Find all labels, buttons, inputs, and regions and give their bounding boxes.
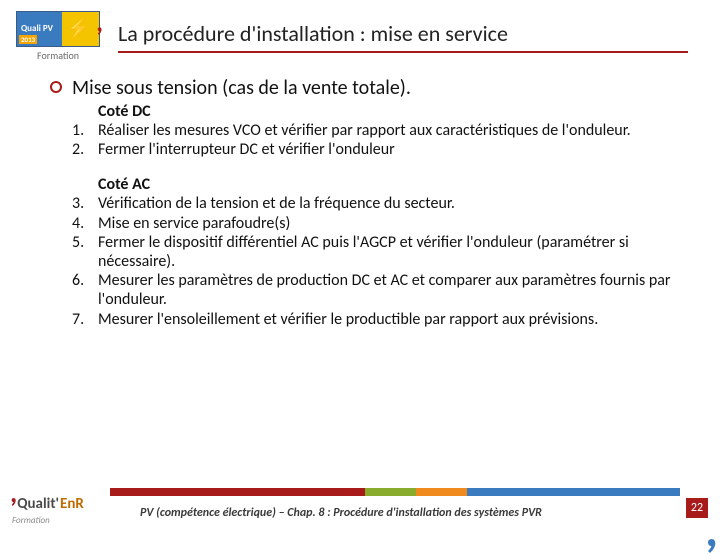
- slide-header: Quali PV 2013 ⚡ , Formation La procédure…: [0, 0, 720, 66]
- item-text: Mesurer l'ensoleillement et vérifier le …: [98, 310, 696, 329]
- logo-qualipv: Quali PV 2013 ⚡ , Formation: [8, 6, 108, 66]
- ac-heading: Coté AC: [98, 175, 696, 194]
- list-item: 5. Fermer le dispositif différentiel AC …: [72, 233, 696, 271]
- title-block: La procédure d'installation : mise en se…: [108, 20, 720, 53]
- comma-icon: ,: [96, 6, 103, 38]
- item-number: 5.: [72, 233, 98, 252]
- item-text: Mesurer les paramètres de production DC …: [98, 271, 696, 309]
- band-blue: [467, 488, 680, 496]
- item-number: 4.: [72, 214, 98, 233]
- list-item: 4. Mise en service parafoudre(s): [72, 214, 696, 233]
- item-text: Réaliser les mesures VCO et vérifier par…: [98, 121, 696, 140]
- ac-list: 3. Vérification de la tension et de la f…: [72, 194, 696, 328]
- bolt-icon: ⚡: [66, 16, 91, 41]
- color-band: [110, 488, 680, 496]
- list-item: 6. Mesurer les paramètres de production …: [72, 271, 696, 309]
- footer-caption: PV (compétence électrique) – Chap. 8 : P…: [140, 506, 542, 520]
- item-text: Vérification de la tension et de la fréq…: [98, 194, 696, 213]
- logo-badge: Quali PV 2013 ⚡ ,: [16, 11, 100, 47]
- logo-year: 2013: [19, 35, 37, 44]
- title-underline: [118, 51, 688, 53]
- item-number: 7.: [72, 310, 98, 329]
- logo-subtitle: Formation: [37, 49, 79, 62]
- item-number: 3.: [72, 194, 98, 213]
- item-text: Mise en service parafoudre(s): [98, 214, 696, 233]
- main-bullet-row: Mise sous tension (cas de la vente total…: [50, 76, 696, 100]
- footer-logo: , Qualit' EnR Formation: [12, 495, 84, 526]
- logo-text: Quali PV: [21, 23, 53, 34]
- circle-bullet-icon: [50, 81, 62, 93]
- slide-title: La procédure d'installation : mise en se…: [118, 20, 720, 51]
- footer-logo-text1: Qualit': [17, 495, 59, 513]
- item-number: 1.: [72, 121, 98, 140]
- list-item: 7. Mesurer l'ensoleillement et vérifier …: [72, 310, 696, 329]
- item-text: Fermer l'interrupteur DC et vérifier l'o…: [98, 140, 696, 159]
- corner-comma-icon: ,: [705, 520, 718, 540]
- dc-heading: Coté DC: [98, 102, 696, 121]
- item-text: Fermer le dispositif différentiel AC pui…: [98, 233, 696, 271]
- footer-logo-main: , Qualit' EnR: [12, 495, 84, 513]
- slide-footer: , Qualit' EnR Formation PV (compétence é…: [0, 470, 720, 540]
- item-number: 2.: [72, 140, 98, 159]
- item-number: 6.: [72, 271, 98, 290]
- list-item: 2. Fermer l'interrupteur DC et vérifier …: [72, 140, 696, 159]
- footer-sub: Formation: [12, 515, 50, 526]
- slide-content: Mise sous tension (cas de la vente total…: [0, 66, 720, 329]
- band-green: [365, 488, 416, 496]
- band-orange: [416, 488, 467, 496]
- main-bullet-text: Mise sous tension (cas de la vente total…: [72, 76, 411, 100]
- list-item: 3. Vérification de la tension et de la f…: [72, 194, 696, 213]
- band-red: [110, 488, 365, 496]
- footer-logo-text2: EnR: [60, 495, 84, 513]
- dc-list: 1. Réaliser les mesures VCO et vérifier …: [72, 121, 696, 159]
- list-item: 1. Réaliser les mesures VCO et vérifier …: [72, 121, 696, 140]
